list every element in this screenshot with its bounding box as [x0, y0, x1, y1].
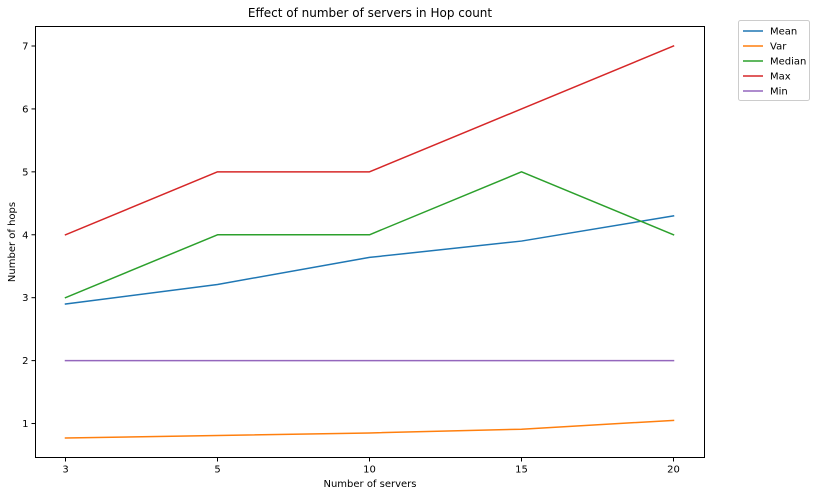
series-line-median — [64, 171, 675, 299]
series-line-var — [64, 419, 675, 439]
y-tick-label-5: 5 — [22, 167, 28, 178]
legend-frame — [738, 20, 810, 101]
y-tick-label-6: 6 — [22, 104, 28, 115]
x-tick-label-10: 10 — [363, 465, 376, 476]
chart-title: Effect of number of servers in Hop count — [248, 6, 493, 20]
legend-label-mean: Mean — [770, 27, 797, 38]
series-line-max — [64, 45, 675, 236]
legend-label-max: Max — [770, 72, 791, 83]
x-axis-label: Number of servers — [323, 479, 416, 490]
x-tick-label-20: 20 — [667, 465, 680, 476]
series-line-mean — [64, 215, 675, 305]
x-tick-label-15: 15 — [515, 465, 528, 476]
series-lines — [64, 45, 675, 439]
y-axis-label: Number of hops — [7, 202, 18, 282]
y-tick-label-4: 4 — [22, 230, 28, 241]
x-tick-label-3: 3 — [62, 465, 68, 476]
legend-label-min: Min — [770, 87, 788, 98]
legend-label-median: Median — [770, 57, 806, 68]
x-axis: 3 5 10 15 20 — [62, 457, 680, 476]
y-tick-label-3: 3 — [22, 293, 28, 304]
y-tick-label-2: 2 — [22, 356, 28, 367]
y-tick-label-1: 1 — [22, 419, 28, 430]
y-tick-label-7: 7 — [22, 42, 28, 53]
legend-label-var: Var — [770, 42, 787, 53]
legend: Mean Var Median Max Min — [738, 20, 810, 101]
y-axis: 1 2 3 4 5 6 7 — [22, 42, 36, 430]
x-tick-label-5: 5 — [214, 465, 220, 476]
